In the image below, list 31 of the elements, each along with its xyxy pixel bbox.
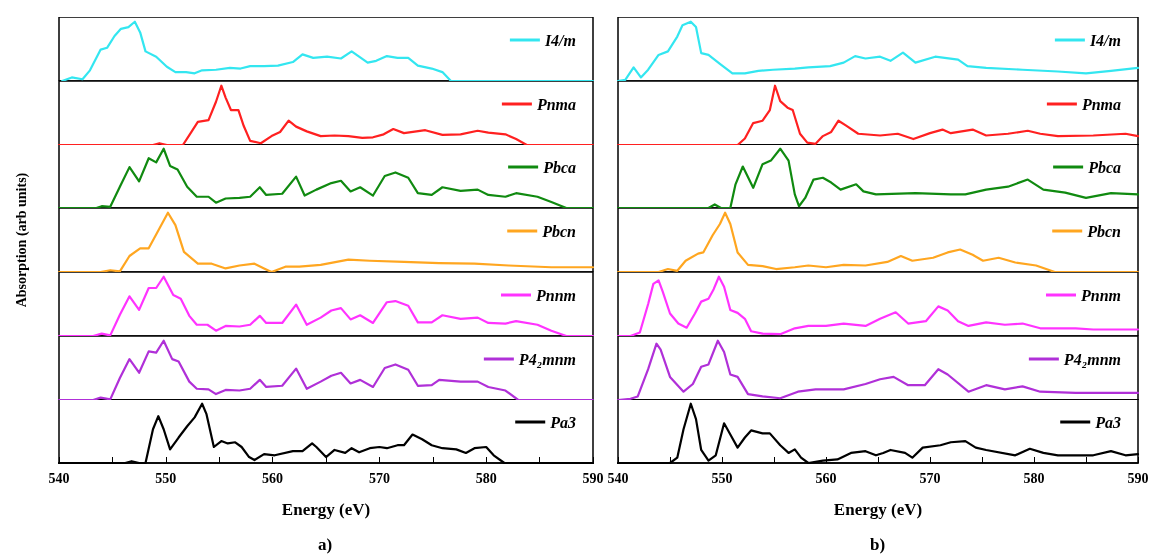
text: a) (318, 535, 333, 555)
x-tick-label: 570 (368, 470, 390, 486)
x-tick-label: 540 (607, 470, 629, 486)
x-tick-label: 570 (919, 470, 941, 486)
legend-label: I4/m (543, 31, 577, 49)
legend-label: Pnnm (1079, 286, 1121, 304)
x-tick-label: 550 (155, 470, 177, 486)
legend-label: Pbcn (541, 222, 577, 240)
x-tick-label: 540 (48, 470, 70, 486)
legend-label: P4₂mnm (1062, 350, 1121, 368)
legend-label: Pa3 (549, 413, 577, 431)
x-tick-label: 550 (711, 470, 733, 486)
x-tick-label: 580 (475, 470, 497, 486)
text: b) (870, 535, 886, 555)
legend-label: Pa3 (1094, 413, 1122, 431)
legend-label: Pnnm (534, 286, 576, 304)
x-tick-label: 590 (1127, 470, 1149, 486)
x-axis-title: Energy (eV) (281, 500, 371, 520)
legend-label: Pbcn (1086, 222, 1122, 240)
legend-label: Pnma (535, 95, 577, 113)
x-axis-title: Energy (eV) (833, 500, 923, 520)
y-axis-title: Absorption (arb units) (14, 172, 30, 308)
x-tick-label: 590 (582, 470, 604, 486)
x-tick-label: 560 (262, 470, 284, 486)
legend-label: Pnma (1080, 95, 1122, 113)
x-tick-label: 580 (1023, 470, 1045, 486)
legend-label: Pbca (542, 158, 576, 176)
legend-label: P4₂mnm (517, 350, 576, 368)
legend-label: Pbca (1087, 158, 1121, 176)
x-tick-label: 560 (815, 470, 837, 486)
legend-label: I4/m (1088, 31, 1122, 49)
